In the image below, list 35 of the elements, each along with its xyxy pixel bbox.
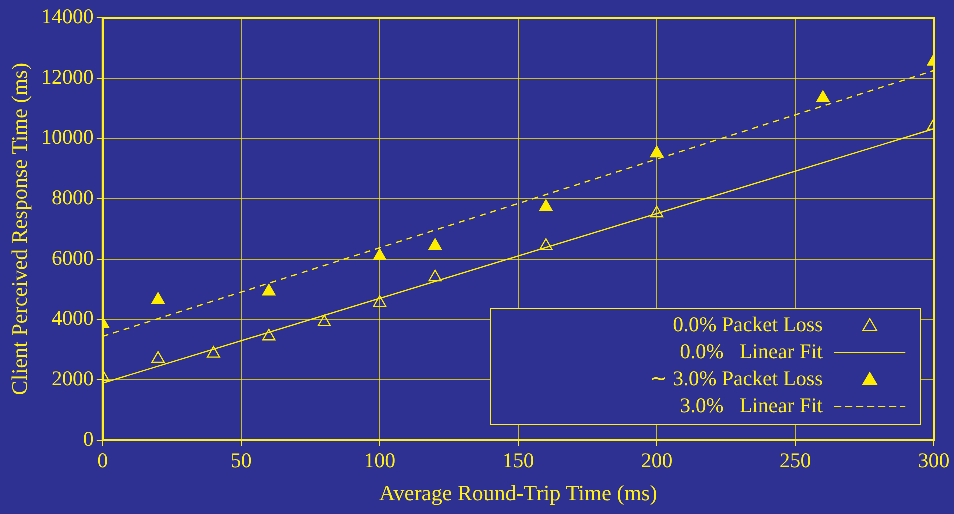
point (152, 292, 165, 304)
point (373, 248, 387, 260)
x-tick-label: 200 (641, 448, 673, 473)
point (428, 270, 442, 282)
point (539, 200, 553, 212)
x-tick-label: 100 (364, 448, 396, 473)
legend-label: 0.0% Linear Fit (680, 339, 824, 364)
x-axis-title: Average Round-Trip Time (ms) (379, 480, 658, 506)
y-axis-title: Client Perceived Response Time (ms) (6, 62, 32, 396)
legend-label: 0.0% Packet Loss (673, 312, 823, 336)
point (318, 314, 332, 327)
point (650, 146, 664, 158)
point (650, 206, 664, 218)
point (207, 346, 220, 358)
y-tick-label: 8000 (52, 186, 94, 210)
x-tick-label: 300 (918, 448, 950, 473)
y-tick-label: 2000 (52, 366, 94, 391)
y-tick-label: 12000 (41, 64, 94, 89)
point (262, 284, 276, 296)
x-tick-label: 50 (230, 448, 252, 473)
point (152, 351, 165, 364)
point (816, 90, 830, 102)
point (428, 238, 442, 250)
y-tick-label: 10000 (41, 125, 94, 150)
legend-label: ∼ 3.0% Packet Loss (650, 366, 823, 390)
y-tick-label: 0 (83, 426, 94, 451)
y-tick-label: 14000 (41, 4, 94, 29)
y-tick-label: 4000 (52, 306, 94, 330)
point (539, 238, 553, 250)
x-tick-label: 250 (780, 448, 812, 473)
point (373, 296, 387, 308)
legend-label: 3.0% Linear Fit (680, 393, 824, 418)
x-tick-label: 150 (502, 448, 534, 473)
point (262, 329, 276, 341)
y-tick-label: 6000 (52, 246, 94, 270)
